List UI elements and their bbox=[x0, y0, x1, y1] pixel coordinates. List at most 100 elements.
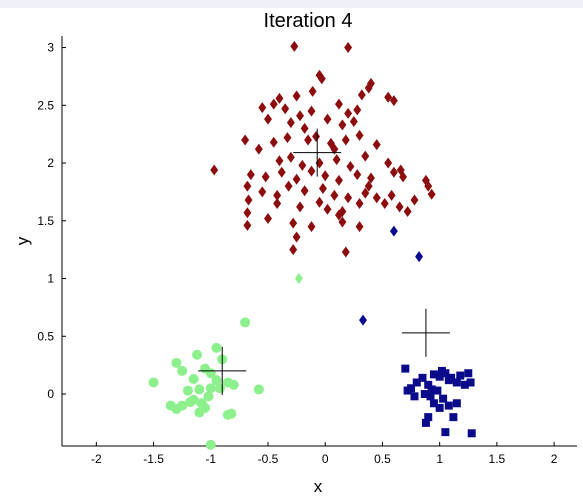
data-point bbox=[177, 365, 188, 376]
data-point bbox=[269, 136, 278, 148]
centroid-markers bbox=[198, 128, 450, 395]
data-point bbox=[307, 105, 316, 117]
data-point bbox=[389, 225, 398, 237]
data-point bbox=[353, 169, 362, 181]
data-point bbox=[296, 110, 305, 122]
data-point bbox=[258, 102, 267, 114]
data-point bbox=[447, 373, 456, 382]
data-point bbox=[290, 40, 299, 52]
data-point bbox=[289, 244, 298, 256]
data-point bbox=[264, 113, 272, 125]
data-point bbox=[188, 374, 199, 385]
data-point bbox=[357, 89, 366, 101]
data-point bbox=[344, 192, 353, 204]
data-point bbox=[427, 385, 436, 394]
data-point bbox=[467, 429, 476, 438]
data-point bbox=[384, 91, 393, 103]
data-point bbox=[433, 386, 442, 395]
y-ticks: 0 0.5 1 1.5 2 2.5 3 bbox=[37, 41, 66, 401]
data-point bbox=[243, 180, 252, 192]
data-point bbox=[412, 378, 421, 387]
data-point bbox=[194, 384, 205, 395]
x-tick-label: -1.5 bbox=[143, 452, 164, 466]
x-tick-label: 1 bbox=[436, 452, 443, 466]
data-point bbox=[401, 364, 410, 373]
data-point bbox=[380, 197, 389, 209]
data-point bbox=[441, 428, 450, 437]
data-point bbox=[273, 189, 282, 201]
data-point bbox=[444, 401, 453, 410]
data-point bbox=[435, 403, 444, 412]
data-point bbox=[300, 122, 309, 134]
data-point bbox=[275, 92, 284, 104]
data-point bbox=[304, 134, 313, 146]
centroid-plus-marker bbox=[198, 346, 247, 395]
data-point bbox=[395, 201, 404, 213]
data-point bbox=[429, 399, 438, 408]
data-point bbox=[214, 383, 225, 394]
plot-area bbox=[62, 36, 577, 446]
data-point bbox=[292, 90, 301, 102]
data-point bbox=[341, 134, 350, 146]
data-point bbox=[315, 196, 324, 208]
data-point bbox=[307, 221, 316, 233]
data-point bbox=[308, 85, 317, 97]
data-point bbox=[205, 439, 216, 450]
data-point bbox=[355, 197, 364, 209]
data-point bbox=[298, 159, 307, 171]
data-point bbox=[372, 192, 381, 204]
data-point bbox=[182, 385, 193, 396]
x-tick-label: 1.5 bbox=[489, 452, 506, 466]
data-point bbox=[341, 246, 350, 258]
x-ticks: -2 -1.5 -1 -0.5 0 0.5 1 1.5 2 bbox=[91, 442, 558, 466]
y-tick-label: 2 bbox=[47, 156, 54, 170]
data-point bbox=[264, 212, 272, 224]
data-point bbox=[372, 139, 381, 151]
data-point bbox=[323, 113, 332, 125]
data-point bbox=[286, 117, 295, 129]
data-point bbox=[387, 189, 396, 201]
data-point bbox=[338, 206, 347, 218]
data-point bbox=[403, 206, 412, 218]
data-point bbox=[240, 317, 251, 328]
data-point bbox=[418, 373, 427, 382]
data-point bbox=[435, 372, 444, 381]
x-axis-label: x bbox=[314, 477, 323, 496]
data-point bbox=[415, 251, 424, 263]
data-point bbox=[424, 413, 433, 422]
data-point bbox=[258, 186, 267, 198]
data-point bbox=[452, 378, 461, 387]
data-point bbox=[292, 231, 301, 243]
data-point bbox=[281, 103, 290, 115]
data-point bbox=[203, 391, 214, 402]
data-point bbox=[426, 392, 435, 401]
y-tick-label: 1 bbox=[47, 272, 54, 286]
data-point bbox=[205, 383, 216, 394]
data-point bbox=[321, 170, 330, 182]
data-point bbox=[334, 98, 343, 110]
data-point bbox=[277, 166, 286, 178]
x-tick-label: 0.5 bbox=[374, 452, 391, 466]
x-tick-label: 2 bbox=[551, 452, 558, 466]
data-point bbox=[344, 42, 353, 54]
data-point bbox=[464, 369, 473, 378]
data-point bbox=[420, 390, 429, 399]
data-point bbox=[254, 143, 263, 155]
data-point bbox=[300, 185, 309, 197]
data-point bbox=[355, 129, 364, 141]
data-point bbox=[361, 150, 370, 162]
data-point bbox=[344, 107, 353, 119]
y-tick-label: 0 bbox=[47, 387, 54, 401]
data-point bbox=[349, 115, 358, 127]
data-point bbox=[452, 399, 461, 408]
y-tick-label: 3 bbox=[47, 41, 54, 55]
data-point bbox=[210, 164, 219, 176]
data-point bbox=[359, 314, 367, 326]
data-point bbox=[211, 342, 222, 353]
data-point bbox=[330, 143, 339, 155]
data-point bbox=[292, 173, 301, 185]
data-point bbox=[334, 174, 343, 186]
data-point bbox=[283, 132, 292, 144]
